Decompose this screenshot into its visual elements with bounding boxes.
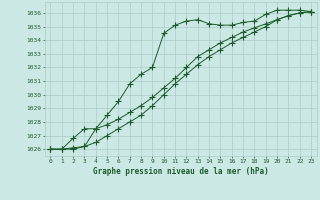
X-axis label: Graphe pression niveau de la mer (hPa): Graphe pression niveau de la mer (hPa) [93, 167, 269, 176]
